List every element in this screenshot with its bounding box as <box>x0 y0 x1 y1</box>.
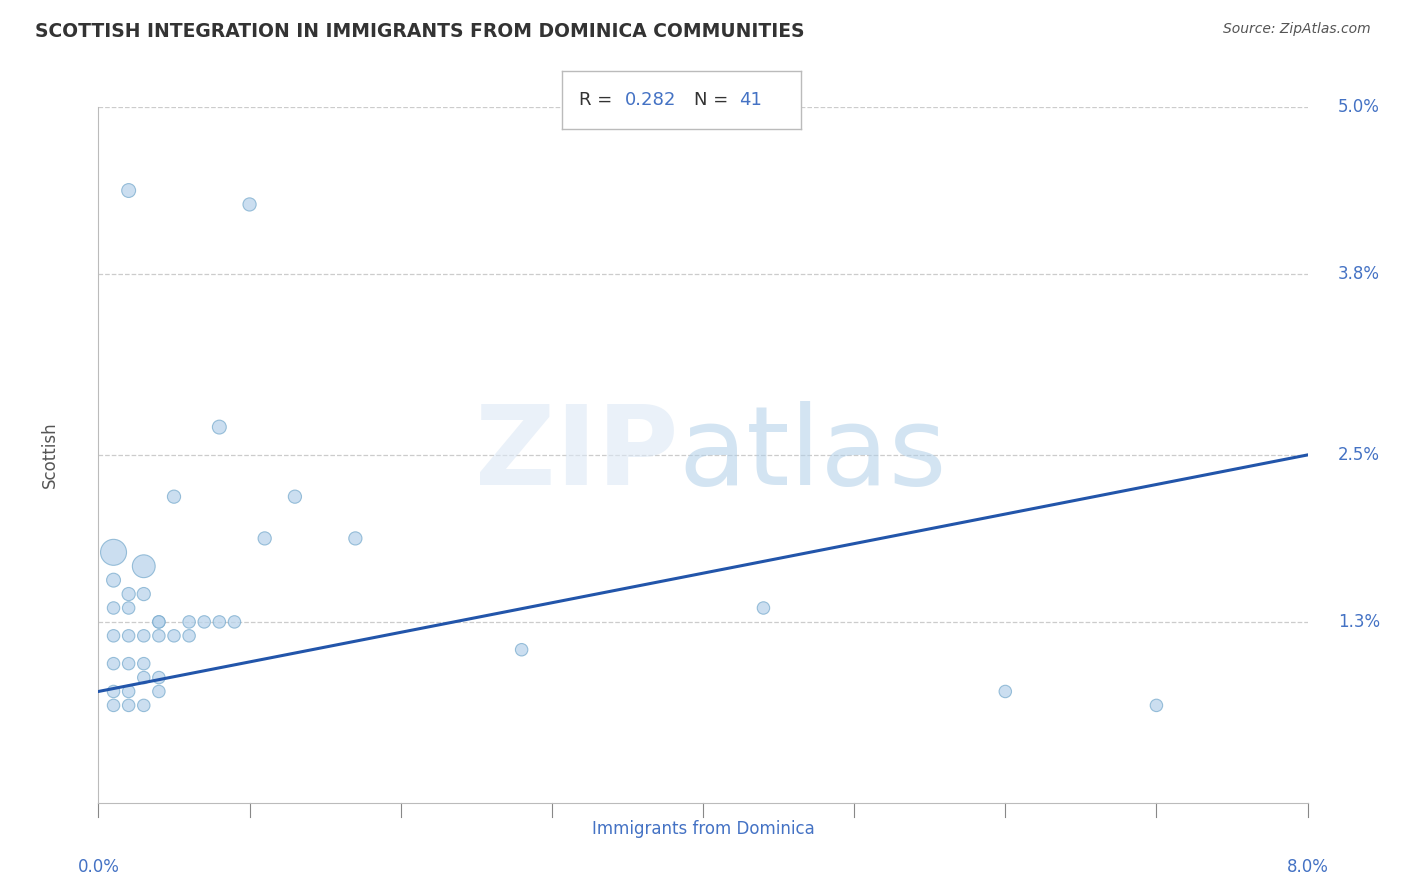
Point <box>103 545 125 559</box>
Point <box>148 684 170 698</box>
Point <box>179 615 201 629</box>
Point <box>224 615 246 629</box>
Point <box>118 587 141 601</box>
Text: 1.3%: 1.3% <box>1339 613 1379 631</box>
Text: ZIP: ZIP <box>475 401 679 508</box>
Point <box>132 698 155 713</box>
Point <box>103 657 125 671</box>
Point <box>118 684 141 698</box>
Point <box>148 615 170 629</box>
Point <box>103 698 125 713</box>
Text: 0.0%: 0.0% <box>77 858 120 877</box>
Text: Scottish: Scottish <box>41 422 59 488</box>
Text: 0.282: 0.282 <box>624 91 676 110</box>
Point <box>239 197 262 211</box>
Point <box>510 642 533 657</box>
Point <box>284 490 307 504</box>
Point <box>132 559 155 574</box>
Point <box>208 615 231 629</box>
Text: 8.0%: 8.0% <box>1286 858 1329 877</box>
Text: N =: N = <box>695 91 734 110</box>
Text: 2.5%: 2.5% <box>1339 446 1379 464</box>
Point <box>118 184 141 198</box>
Point <box>148 629 170 643</box>
Text: Source: ZipAtlas.com: Source: ZipAtlas.com <box>1223 22 1371 37</box>
Text: R =: R = <box>579 91 619 110</box>
Text: Immigrants from Dominica: Immigrants from Dominica <box>592 821 814 838</box>
Point <box>118 601 141 615</box>
Point <box>118 657 141 671</box>
Point <box>118 698 141 713</box>
Point <box>132 587 155 601</box>
Point <box>1144 698 1167 713</box>
Point <box>163 629 186 643</box>
Point <box>163 490 186 504</box>
Text: 5.0%: 5.0% <box>1339 98 1379 116</box>
Point <box>118 629 141 643</box>
Point <box>132 629 155 643</box>
Point <box>752 601 775 615</box>
Point <box>132 657 155 671</box>
Point <box>344 532 367 546</box>
Text: 41: 41 <box>740 91 762 110</box>
Point <box>148 615 170 629</box>
Point <box>132 671 155 685</box>
Text: SCOTTISH INTEGRATION IN IMMIGRANTS FROM DOMINICA COMMUNITIES: SCOTTISH INTEGRATION IN IMMIGRANTS FROM … <box>35 22 804 41</box>
Point <box>994 684 1017 698</box>
Point <box>208 420 231 434</box>
Text: atlas: atlas <box>679 401 948 508</box>
Point <box>148 671 170 685</box>
Point <box>103 684 125 698</box>
Point <box>193 615 215 629</box>
Point <box>179 629 201 643</box>
Point <box>103 573 125 587</box>
Point <box>103 601 125 615</box>
Point <box>253 532 276 546</box>
Text: 3.8%: 3.8% <box>1339 265 1379 283</box>
Point <box>103 629 125 643</box>
